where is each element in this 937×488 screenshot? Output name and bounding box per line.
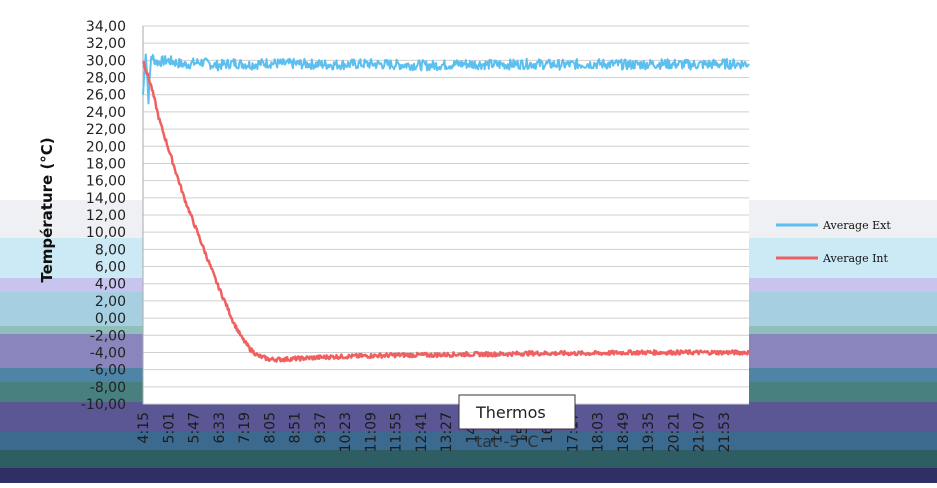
x-tick-label: 5:01 <box>161 412 177 443</box>
x-tick-label: 8:51 <box>288 412 304 443</box>
x-tick-label: 21:53 <box>717 412 733 452</box>
y-tick-label: 10,00 <box>86 225 126 241</box>
y-tick-label: -2,00 <box>90 328 126 344</box>
x-tick-label: 18:49 <box>616 412 632 452</box>
x-tick-label: 6:33 <box>212 412 228 443</box>
y-tick-label: 18,00 <box>86 156 126 172</box>
x-tick-label: 21:07 <box>692 412 708 452</box>
y-tick-label: 32,00 <box>86 36 126 52</box>
x-tick-label: 7:19 <box>237 412 253 443</box>
x-tick-label: 18:03 <box>591 412 607 452</box>
y-tick-label: 8,00 <box>95 242 126 258</box>
legend-label-ext: Average Ext <box>822 219 891 232</box>
series-line-average-ext <box>142 53 750 105</box>
annotation-box <box>458 394 576 430</box>
y-tick-label: 14,00 <box>86 191 126 207</box>
gridlines <box>142 25 749 405</box>
y-tick-label: -10,00 <box>81 397 126 413</box>
y-tick-label: 28,00 <box>86 71 126 87</box>
series-lines <box>142 53 751 363</box>
x-tick-label: 9:37 <box>313 412 329 443</box>
y-tick-label: 26,00 <box>86 88 126 104</box>
annotation: Thermos tat -5°C <box>458 394 576 451</box>
y-axis-label: Température (°C) <box>38 137 56 282</box>
x-tick-label: 11:09 <box>363 412 379 452</box>
series-line-average-int <box>142 60 751 363</box>
x-tick-label: 13:27 <box>439 412 455 452</box>
x-tick-label: 11:55 <box>389 412 405 452</box>
y-tick-label: 2,00 <box>95 294 126 310</box>
legend-label-int: Average Int <box>822 252 889 265</box>
y-tick-label: -8,00 <box>90 380 126 396</box>
x-tick-label: 8:05 <box>262 412 278 443</box>
x-tick-label: 10:23 <box>338 412 354 452</box>
x-tick-label: 5:47 <box>187 412 203 443</box>
x-tick-label: 20:21 <box>666 412 682 452</box>
y-tick-label: 34,00 <box>86 19 126 35</box>
x-tick-label: 19:35 <box>641 412 657 452</box>
y-tick-label: 20,00 <box>86 139 126 155</box>
plot-area <box>143 16 749 404</box>
y-tick-label: 24,00 <box>86 105 126 121</box>
legend: Average Ext Average Int <box>776 219 891 265</box>
y-tick-label: 22,00 <box>86 122 126 138</box>
x-tick-label: 4:15 <box>136 412 152 443</box>
y-tick-label: 30,00 <box>86 53 126 69</box>
y-tick-label: 4,00 <box>95 277 126 293</box>
annotation-box-text: Thermos <box>475 403 546 422</box>
y-tick-label: 6,00 <box>95 260 126 276</box>
y-tick-label: 16,00 <box>86 174 126 190</box>
y-tick-label: 12,00 <box>86 208 126 224</box>
annotation-under-text: tat -5°C <box>476 432 539 451</box>
y-tick-label: -4,00 <box>90 345 126 361</box>
y-tick-label: 0,00 <box>95 311 126 327</box>
y-tick-label: -6,00 <box>90 363 126 379</box>
x-tick-label: 12:41 <box>414 412 430 452</box>
